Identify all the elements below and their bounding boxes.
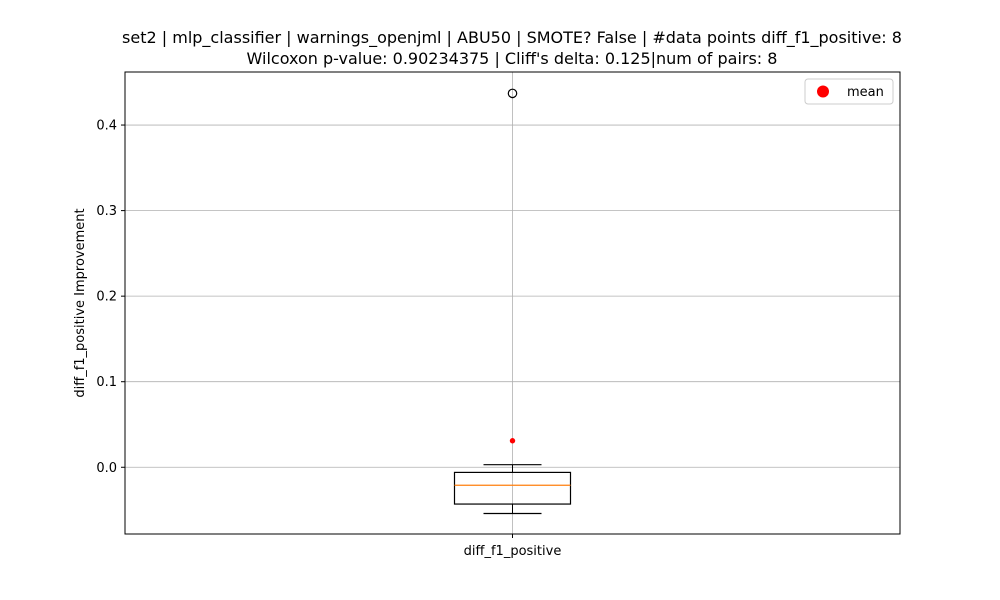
plot-area <box>453 88 572 515</box>
y-axis-label: diff_f1_positive Improvement <box>73 208 88 397</box>
y-tick-label: 0.1 <box>96 375 117 390</box>
y-tick-label: 0.3 <box>96 204 117 219</box>
interquartile-box <box>453 471 572 505</box>
chart-title-line-1: set2 | mlp_classifier | warnings_openjml… <box>122 28 902 48</box>
y-tick-label: 0.2 <box>96 290 117 305</box>
y-axis-ticks: 0.0 0.1 0.2 0.3 0.4 <box>96 119 125 476</box>
outlier-point <box>507 88 518 99</box>
grid-lines <box>125 72 900 534</box>
x-tick-label: diff_f1_positive <box>464 544 562 559</box>
chart-title-line-2: Wilcoxon p-value: 0.90234375 | Cliff's d… <box>247 49 778 68</box>
mean-point <box>509 438 516 444</box>
y-tick-label: 0.0 <box>96 461 117 476</box>
y-tick-label: 0.4 <box>96 119 117 134</box>
legend-frame <box>804 78 894 105</box>
legend-mean-label: mean <box>847 85 884 100</box>
legend-mean-marker <box>817 85 829 98</box>
legend: mean <box>804 78 894 105</box>
x-axis-ticks: diff_f1_positive <box>464 534 562 559</box>
